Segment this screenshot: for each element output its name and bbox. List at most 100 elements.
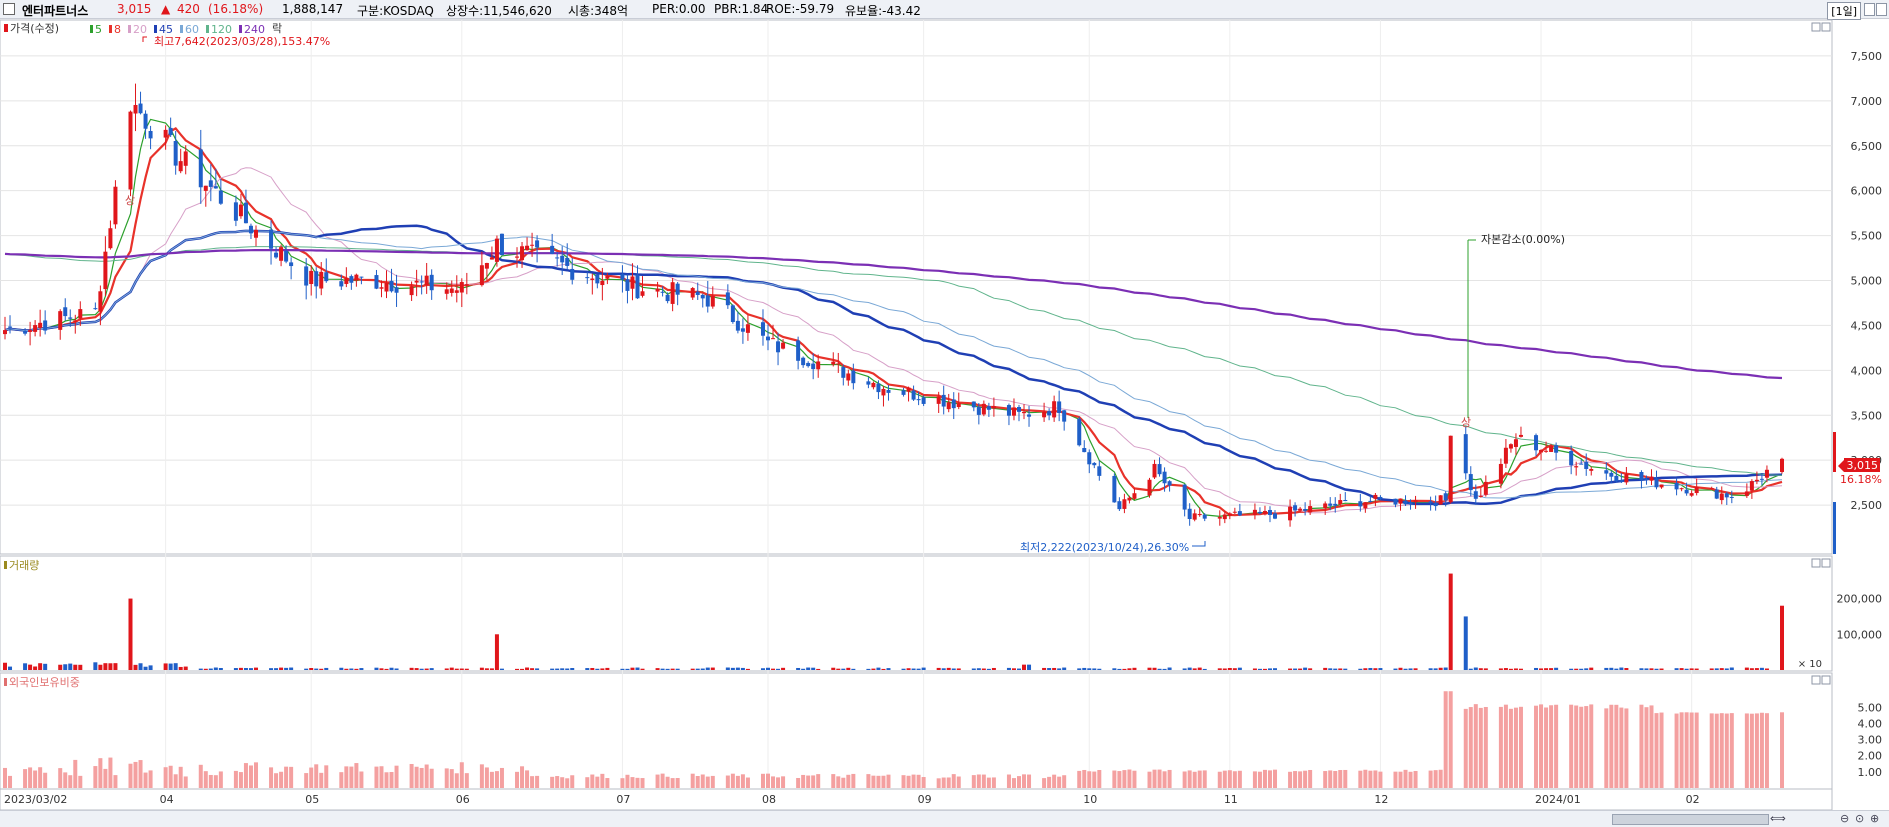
period-selector[interactable]: [1일] xyxy=(1827,2,1861,20)
volume-bar xyxy=(585,668,590,670)
foreign-ratio-bar xyxy=(730,773,735,788)
candle-body xyxy=(168,127,173,136)
chart-header: 엔터파트너스 3,015 ▲ 420 (16.18%) 1,888,147 구분… xyxy=(0,0,1889,20)
candle-body xyxy=(1267,509,1272,515)
volume-bar xyxy=(605,667,610,670)
ma-120-line xyxy=(4,245,1783,476)
scroll-thumb[interactable] xyxy=(1612,814,1769,825)
x-tick-label: 09 xyxy=(918,793,932,806)
candle-body xyxy=(986,406,991,410)
candle-body xyxy=(976,406,981,415)
volume-bar xyxy=(1062,667,1067,670)
foreign-ratio-bar xyxy=(1714,713,1719,788)
volume-bar xyxy=(479,667,484,670)
candle-body xyxy=(836,363,841,365)
volume-bar xyxy=(655,668,660,670)
volume-bar xyxy=(33,666,38,670)
candle-body xyxy=(38,322,43,328)
candle-body xyxy=(1649,476,1654,481)
stock-chart[interactable]: 2,5003,0003,5004,0004,5005,0005,5006,000… xyxy=(0,19,1889,810)
zoom-reset-icon[interactable]: ⊙ xyxy=(1855,812,1865,825)
volume-bar xyxy=(1539,668,1544,670)
foreign-ratio-bar xyxy=(1293,771,1298,788)
ma-legend-label: 120 xyxy=(211,23,232,36)
candle-body xyxy=(359,276,364,278)
candle-body xyxy=(1473,491,1478,499)
candle-body xyxy=(871,382,876,388)
candle-body xyxy=(1328,503,1333,506)
foreign-ratio-bar xyxy=(1338,770,1343,788)
foreign-ratio-bar xyxy=(173,774,178,788)
foreign-ratio-bar xyxy=(3,767,7,788)
volume-bar xyxy=(565,668,570,670)
foreign-ratio-bar xyxy=(705,776,710,788)
volume-bar xyxy=(1192,668,1197,670)
foreign-ratio-bar xyxy=(620,778,625,788)
volume-bar xyxy=(956,668,961,670)
candle-body xyxy=(1232,511,1237,513)
volume-bar xyxy=(1689,668,1694,670)
select-checkbox[interactable] xyxy=(3,3,15,15)
volume-bar xyxy=(1132,667,1137,670)
zoom-in-icon[interactable]: ⊕ xyxy=(1870,812,1880,825)
candle-body xyxy=(1689,493,1694,496)
candle-body xyxy=(1132,493,1137,499)
foreign-ratio-bar xyxy=(1117,771,1122,788)
foreign-ratio-bar xyxy=(289,766,294,788)
candle-body xyxy=(630,276,635,289)
minimize-icon[interactable] xyxy=(1864,3,1875,16)
candle-body xyxy=(1057,401,1062,414)
foreign-ratio-bar xyxy=(359,771,364,788)
price-tag-pct: 16.18% xyxy=(1840,473,1882,486)
foreign-ratio-bar xyxy=(600,773,605,788)
foreign-ratio-bar xyxy=(8,775,13,788)
zoom-out-icon[interactable]: ⊖ xyxy=(1840,812,1850,825)
capital-reduction-label: 자본감소(0.00%) xyxy=(1481,233,1565,246)
volume-bar xyxy=(1087,668,1092,670)
foreign-panel-title: 외국인보유비중 xyxy=(9,676,80,689)
foreign-ratio-bar xyxy=(1574,705,1579,788)
x-axis-band xyxy=(0,788,1833,810)
candle-body xyxy=(1252,509,1257,515)
candle-body xyxy=(971,401,976,408)
candle-body xyxy=(1659,484,1664,488)
maximize-icon[interactable] xyxy=(1876,3,1887,16)
volume-bar xyxy=(1508,668,1513,670)
candle-body xyxy=(590,278,595,280)
volume-bar xyxy=(208,668,213,670)
candle-body xyxy=(269,229,274,249)
chart-scrollbar[interactable]: ⟺ ⊖ ⊙ ⊕ xyxy=(0,810,1889,827)
market-cap: 시총:348억 xyxy=(568,4,629,18)
candle-body xyxy=(635,274,640,299)
ma-legend: 5 8 20 45 60 120 240 xyxy=(90,23,265,36)
foreign-ratio-bar xyxy=(1333,771,1338,788)
volume-bar xyxy=(8,666,13,670)
foreign-ratio-bar xyxy=(143,772,148,788)
foreign-ratio-bar xyxy=(1298,771,1303,788)
foreign-ratio-bar xyxy=(183,776,188,788)
candle-body xyxy=(1554,445,1559,453)
foreign-ratio-bar xyxy=(73,759,78,788)
candle-body xyxy=(700,294,705,299)
foreign-ratio-bar xyxy=(1122,770,1127,788)
panel-buttons[interactable] xyxy=(1811,22,1831,685)
foreign-ratio-bar xyxy=(916,774,921,788)
candle-body xyxy=(1433,503,1438,507)
candle-body xyxy=(1579,463,1584,465)
ma-legend-label: 60 xyxy=(185,23,199,36)
foreign-ratio-bar xyxy=(1483,706,1488,788)
foreign-ratio-bar xyxy=(243,763,248,788)
foreign-ratio-bar xyxy=(565,778,570,788)
volume-panel-title: 거래량 xyxy=(9,559,39,572)
candle-body xyxy=(1780,458,1784,472)
scroll-handle-icon[interactable]: ⟺ xyxy=(1770,812,1786,825)
candle-body xyxy=(163,129,168,138)
volume-bar xyxy=(560,668,565,670)
foreign-ratio-bar xyxy=(1112,770,1117,788)
ma-legend-label: 240 xyxy=(244,23,265,36)
candle-body xyxy=(585,277,590,279)
candle-body xyxy=(238,204,243,217)
price-change-pct: (16.18%) xyxy=(208,2,264,16)
foreign-ratio-bar xyxy=(981,774,986,788)
candle-body xyxy=(595,274,600,284)
